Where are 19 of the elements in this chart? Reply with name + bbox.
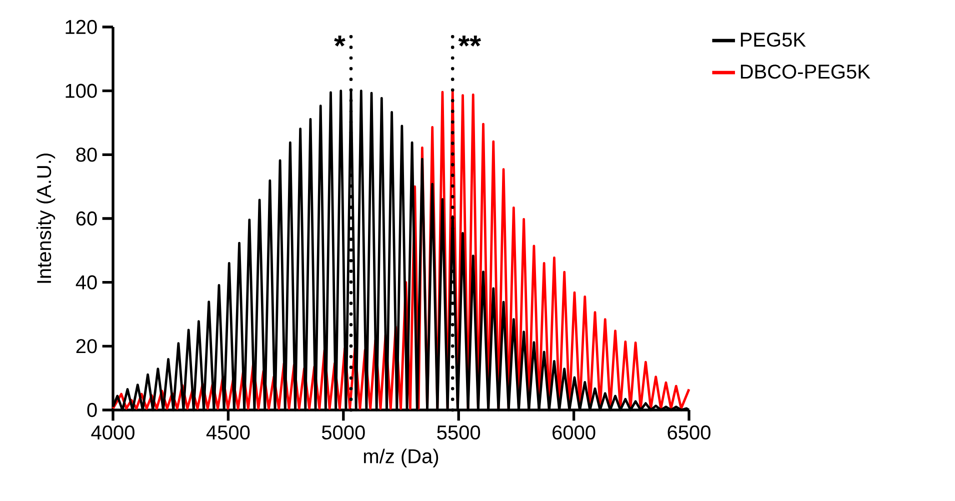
y-tick-label: 80 (76, 148, 97, 162)
x-tick-label: 4500 (206, 425, 250, 440)
y-axis-title: Intensity (A.U.) (36, 154, 56, 283)
y-tick-label: 60 (76, 211, 97, 226)
y-tick-label: 0 (87, 402, 97, 418)
legend-label: DBCO-PEG5K (740, 64, 870, 79)
annotation: ** (458, 36, 482, 46)
x-tick-label: 6500 (668, 425, 710, 440)
y-tick-label: 120 (66, 20, 97, 34)
x-tick-label: 6000 (552, 425, 596, 440)
annotation: * (334, 36, 346, 46)
y-tick-label: 100 (66, 84, 97, 98)
y-tick-label: 20 (76, 339, 97, 354)
y-tick-label: 40 (76, 275, 97, 290)
x-tick-label: 5500 (437, 425, 480, 440)
x-axis-title: m/z (Da) (364, 448, 438, 468)
legend-label: PEG5K (740, 32, 806, 47)
x-tick-label: 4000 (91, 425, 134, 440)
x-tick-label: 5000 (322, 425, 365, 440)
